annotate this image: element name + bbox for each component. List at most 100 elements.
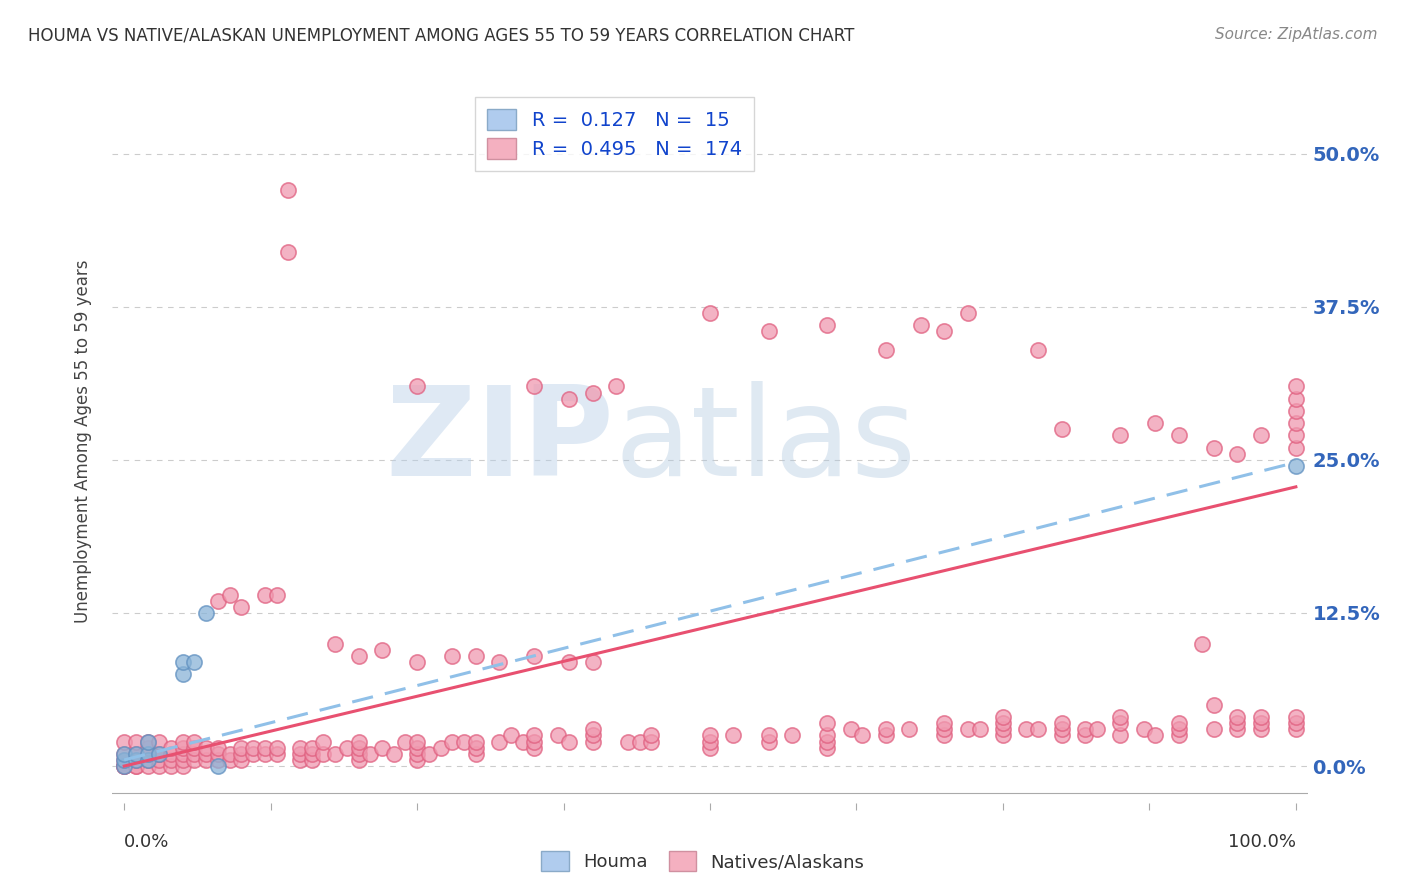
Natives/Alaskans	[1015, 723, 1038, 737]
Natives/Alaskans	[406, 379, 429, 393]
Natives/Alaskans	[371, 642, 394, 657]
Natives/Alaskans	[301, 753, 323, 767]
Natives/Alaskans	[112, 759, 135, 773]
Natives/Alaskans	[172, 747, 194, 761]
Text: HOUMA VS NATIVE/ALASKAN UNEMPLOYMENT AMONG AGES 55 TO 59 YEARS CORRELATION CHART: HOUMA VS NATIVE/ALASKAN UNEMPLOYMENT AMO…	[28, 27, 855, 45]
Natives/Alaskans	[136, 747, 159, 761]
Natives/Alaskans	[605, 379, 627, 393]
Natives/Alaskans	[453, 734, 475, 748]
Natives/Alaskans	[218, 747, 240, 761]
Natives/Alaskans	[956, 723, 979, 737]
Natives/Alaskans	[875, 728, 897, 742]
Text: atlas: atlas	[614, 381, 917, 502]
Natives/Alaskans	[1285, 416, 1308, 430]
Natives/Alaskans	[242, 740, 264, 755]
Natives/Alaskans	[934, 728, 956, 742]
Natives/Alaskans	[231, 753, 253, 767]
Houma	[125, 747, 148, 761]
Natives/Alaskans	[266, 588, 288, 602]
Natives/Alaskans	[969, 723, 991, 737]
Natives/Alaskans	[547, 728, 569, 742]
Natives/Alaskans	[628, 734, 651, 748]
Natives/Alaskans	[1285, 716, 1308, 731]
Natives/Alaskans	[347, 753, 370, 767]
Natives/Alaskans	[1226, 710, 1249, 724]
Text: 0.0%: 0.0%	[124, 833, 170, 852]
Natives/Alaskans	[406, 753, 429, 767]
Natives/Alaskans	[699, 740, 721, 755]
Natives/Alaskans	[991, 710, 1014, 724]
Natives/Alaskans	[441, 734, 464, 748]
Natives/Alaskans	[1167, 723, 1189, 737]
Natives/Alaskans	[347, 740, 370, 755]
Natives/Alaskans	[301, 747, 323, 761]
Natives/Alaskans	[815, 734, 838, 748]
Houma	[112, 747, 135, 761]
Natives/Alaskans	[288, 740, 311, 755]
Natives/Alaskans	[1132, 723, 1154, 737]
Natives/Alaskans	[277, 244, 299, 259]
Natives/Alaskans	[406, 740, 429, 755]
Natives/Alaskans	[347, 734, 370, 748]
Natives/Alaskans	[1167, 428, 1189, 442]
Natives/Alaskans	[815, 716, 838, 731]
Natives/Alaskans	[266, 747, 288, 761]
Natives/Alaskans	[1250, 723, 1272, 737]
Natives/Alaskans	[406, 747, 429, 761]
Text: 100.0%: 100.0%	[1227, 833, 1296, 852]
Natives/Alaskans	[934, 716, 956, 731]
Natives/Alaskans	[991, 728, 1014, 742]
Natives/Alaskans	[464, 648, 486, 663]
Natives/Alaskans	[1285, 379, 1308, 393]
Natives/Alaskans	[183, 747, 205, 761]
Natives/Alaskans	[815, 740, 838, 755]
Natives/Alaskans	[1226, 723, 1249, 737]
Natives/Alaskans	[207, 593, 229, 607]
Natives/Alaskans	[956, 306, 979, 320]
Houma	[148, 747, 170, 761]
Natives/Alaskans	[1109, 716, 1132, 731]
Natives/Alaskans	[523, 728, 546, 742]
Natives/Alaskans	[1144, 728, 1167, 742]
Natives/Alaskans	[1144, 416, 1167, 430]
Natives/Alaskans	[125, 759, 148, 773]
Natives/Alaskans	[347, 747, 370, 761]
Natives/Alaskans	[195, 747, 218, 761]
Natives/Alaskans	[1202, 441, 1225, 455]
Natives/Alaskans	[172, 753, 194, 767]
Natives/Alaskans	[582, 723, 605, 737]
Text: Source: ZipAtlas.com: Source: ZipAtlas.com	[1215, 27, 1378, 42]
Natives/Alaskans	[934, 324, 956, 338]
Natives/Alaskans	[723, 728, 745, 742]
Natives/Alaskans	[125, 753, 148, 767]
Natives/Alaskans	[382, 747, 405, 761]
Natives/Alaskans	[464, 740, 486, 755]
Natives/Alaskans	[160, 740, 183, 755]
Natives/Alaskans	[488, 655, 510, 669]
Houma	[136, 753, 159, 767]
Natives/Alaskans	[1285, 723, 1308, 737]
Natives/Alaskans	[207, 753, 229, 767]
Natives/Alaskans	[359, 747, 381, 761]
Natives/Alaskans	[125, 759, 148, 773]
Natives/Alaskans	[991, 723, 1014, 737]
Natives/Alaskans	[323, 747, 346, 761]
Natives/Alaskans	[558, 392, 581, 406]
Natives/Alaskans	[1167, 716, 1189, 731]
Legend: Houma, Natives/Alaskans: Houma, Natives/Alaskans	[534, 844, 872, 879]
Natives/Alaskans	[640, 734, 662, 748]
Natives/Alaskans	[429, 740, 451, 755]
Natives/Alaskans	[1285, 392, 1308, 406]
Natives/Alaskans	[464, 747, 486, 761]
Legend: R =  0.127   N =  15, R =  0.495   N =  174: R = 0.127 N = 15, R = 0.495 N = 174	[475, 97, 754, 170]
Natives/Alaskans	[418, 747, 440, 761]
Houma	[172, 655, 194, 669]
Natives/Alaskans	[277, 184, 299, 198]
Natives/Alaskans	[934, 723, 956, 737]
Natives/Alaskans	[253, 740, 276, 755]
Natives/Alaskans	[207, 740, 229, 755]
Natives/Alaskans	[112, 759, 135, 773]
Natives/Alaskans	[991, 716, 1014, 731]
Natives/Alaskans	[1285, 428, 1308, 442]
Natives/Alaskans	[1050, 723, 1073, 737]
